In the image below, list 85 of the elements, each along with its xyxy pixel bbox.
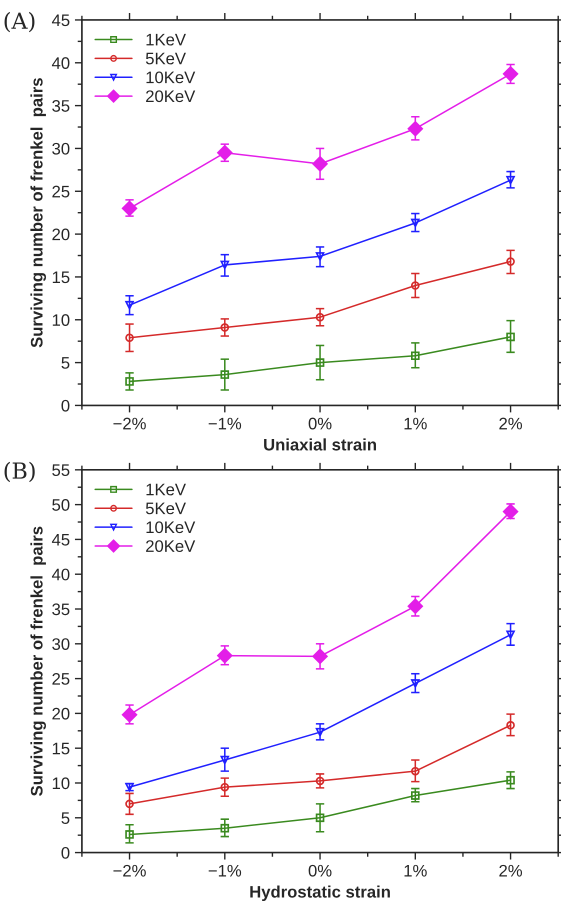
point <box>408 121 424 136</box>
point <box>220 756 230 764</box>
point <box>220 370 230 379</box>
x-tick-label: −1% <box>208 418 242 430</box>
legend-label: 5KeV <box>146 52 186 64</box>
point <box>316 312 324 322</box>
x-axis-title: Uniaxial strain <box>264 438 376 451</box>
x-axis-title: Hydrostatic strain <box>250 885 390 902</box>
point <box>502 504 518 520</box>
point <box>411 218 420 228</box>
point <box>220 782 230 792</box>
y-tick-label: 15 <box>52 272 70 284</box>
legend-label: 20KeV <box>146 540 196 552</box>
point <box>506 332 515 342</box>
x-tick-label: 1% <box>404 864 427 877</box>
y-tick-label: 25 <box>52 186 70 198</box>
y-tick-label: 5 <box>62 357 70 369</box>
y-tick-label: 20 <box>52 708 70 720</box>
y-tick-label: 10 <box>52 314 70 326</box>
point <box>125 830 134 839</box>
point <box>312 156 328 172</box>
y-tick-label: 50 <box>52 499 70 511</box>
y-tick-label: 20 <box>52 228 70 240</box>
y-tick-label: 45 <box>52 14 70 26</box>
y-tick-label: 35 <box>52 100 70 112</box>
point <box>122 200 138 216</box>
legend-label: 10KeV <box>146 521 196 534</box>
point <box>506 630 515 640</box>
point <box>316 813 324 822</box>
point <box>506 257 515 266</box>
y-tick-label: 40 <box>52 57 70 69</box>
y-tick-label: 30 <box>52 638 70 650</box>
y-tick-label: 5 <box>62 812 70 824</box>
point <box>502 66 518 82</box>
legend-label: 5KeV <box>146 502 186 514</box>
y-tick-label: 55 <box>52 464 70 476</box>
y-tick-label: 0 <box>61 400 70 412</box>
point <box>411 281 420 290</box>
point <box>125 300 134 310</box>
point <box>316 728 324 736</box>
point <box>506 776 515 785</box>
text: (A) <box>4 12 34 32</box>
point <box>408 598 424 614</box>
point <box>122 707 138 722</box>
x-tick-label: −2% <box>113 418 146 430</box>
y-tick-label: 10 <box>52 777 70 790</box>
x-tick-label: 0% <box>308 864 332 877</box>
point <box>217 648 233 664</box>
legend-label: 1KeV <box>146 34 186 46</box>
y-tick-label: 0 <box>61 846 70 859</box>
legend-label: 20KeV <box>146 90 196 102</box>
legend-label: 1KeV <box>146 484 186 496</box>
x-tick-label: −2% <box>113 864 146 877</box>
x-tick-label: 2% <box>499 418 522 430</box>
point <box>220 323 230 332</box>
y-tick-label: 25 <box>52 673 70 685</box>
point <box>506 720 515 730</box>
y-tick-label: 15 <box>52 742 70 754</box>
point <box>411 766 420 776</box>
point <box>411 351 420 360</box>
point <box>125 333 134 342</box>
point <box>411 791 420 800</box>
y-axis-title: Surviving number of frenkel pairs <box>30 78 46 348</box>
text: (B) <box>4 462 35 482</box>
point <box>220 260 230 270</box>
point <box>316 776 324 786</box>
point <box>125 800 134 808</box>
point <box>220 824 230 833</box>
y-tick-label: 45 <box>52 534 70 546</box>
y-axis-title: Surviving number of frenkel pairs <box>30 526 46 796</box>
x-tick-label: 2% <box>499 864 522 877</box>
point <box>316 358 324 367</box>
x-tick-label: 1% <box>404 418 427 430</box>
point <box>506 176 515 184</box>
x-tick-label: −1% <box>208 864 242 877</box>
point <box>411 679 420 688</box>
point <box>217 145 233 160</box>
y-tick-label: 40 <box>52 568 70 580</box>
point <box>312 648 328 664</box>
point <box>316 252 324 261</box>
point <box>125 377 134 386</box>
x-tick-label: 0% <box>308 418 332 430</box>
y-tick-label: 30 <box>52 142 70 155</box>
legend-label: 10KeV <box>146 71 196 84</box>
y-tick-label: 35 <box>52 603 70 616</box>
